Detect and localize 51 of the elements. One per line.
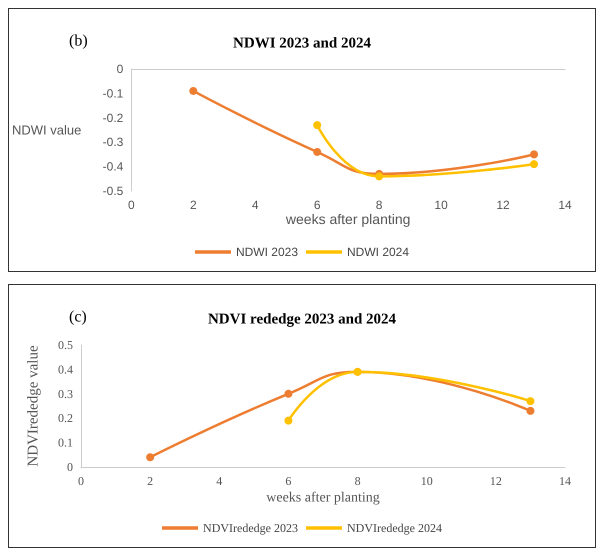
point — [313, 121, 322, 130]
point — [284, 390, 292, 398]
point — [284, 416, 292, 425]
x-tick-label: 0 — [128, 198, 136, 212]
x-tick-label: 10 — [434, 198, 448, 212]
x-axis-title: weeks after planting — [266, 490, 380, 506]
point — [526, 406, 534, 415]
y-tick-label: -0.4 — [102, 160, 124, 174]
legend-label: NDWI 2024 — [347, 245, 410, 259]
y-axis-title: NDWI value — [12, 122, 82, 138]
y-tick-label: 0 — [116, 62, 124, 76]
legend-label: NDWI 2023 — [236, 245, 298, 259]
legend-label: NDVIrededge 2024 — [347, 521, 442, 535]
text: (b) — [69, 32, 88, 50]
y-tick-label: 0.5 — [58, 338, 73, 352]
point — [530, 150, 538, 158]
y-tick-label: -0.5 — [102, 184, 124, 198]
x-tick-label: 8 — [376, 198, 383, 212]
y-tick-label: -0.2 — [102, 110, 124, 125]
chart-title: NDVI rededge 2023 and 2024 — [208, 312, 397, 328]
x-tick-label: 14 — [558, 198, 572, 212]
text: (c) — [69, 308, 87, 326]
x-tick-label: 12 — [490, 474, 502, 488]
y-tick-label: 0.3 — [58, 386, 73, 401]
point — [313, 148, 322, 156]
point — [146, 453, 154, 462]
x-tick-label: 6 — [314, 198, 321, 212]
x-tick-label: 6 — [285, 474, 292, 488]
point — [530, 160, 538, 168]
x-tick-label: 14 — [559, 474, 571, 488]
y-tick-label: 0.4 — [58, 362, 73, 376]
y-tick-label: 0.1 — [58, 436, 73, 450]
y-tick-label: -0.1 — [102, 86, 124, 100]
x-tick-label: 12 — [496, 198, 510, 212]
point — [375, 172, 384, 180]
point — [526, 397, 534, 406]
x-tick-label: 2 — [147, 474, 154, 488]
legend-label: NDVIrededge 2023 — [203, 521, 298, 535]
x-tick-label: 4 — [216, 474, 222, 488]
y-tick-label: 0.2 — [58, 411, 73, 426]
y-tick-label: -0.3 — [102, 135, 124, 150]
chart-title: NDWI 2023 and 2024 — [233, 36, 372, 52]
y-tick-label: 0 — [67, 460, 73, 474]
x-tick-label: 10 — [420, 474, 433, 488]
x-tick-label: 8 — [354, 474, 361, 488]
point — [189, 86, 198, 95]
x-tick-label: 4 — [252, 198, 259, 212]
x-axis-title: weeks after planting — [284, 210, 410, 227]
x-tick-label: 2 — [190, 198, 197, 212]
y-axis-title: NDVIrededge value — [26, 345, 42, 467]
x-tick-label: 0 — [78, 474, 84, 488]
